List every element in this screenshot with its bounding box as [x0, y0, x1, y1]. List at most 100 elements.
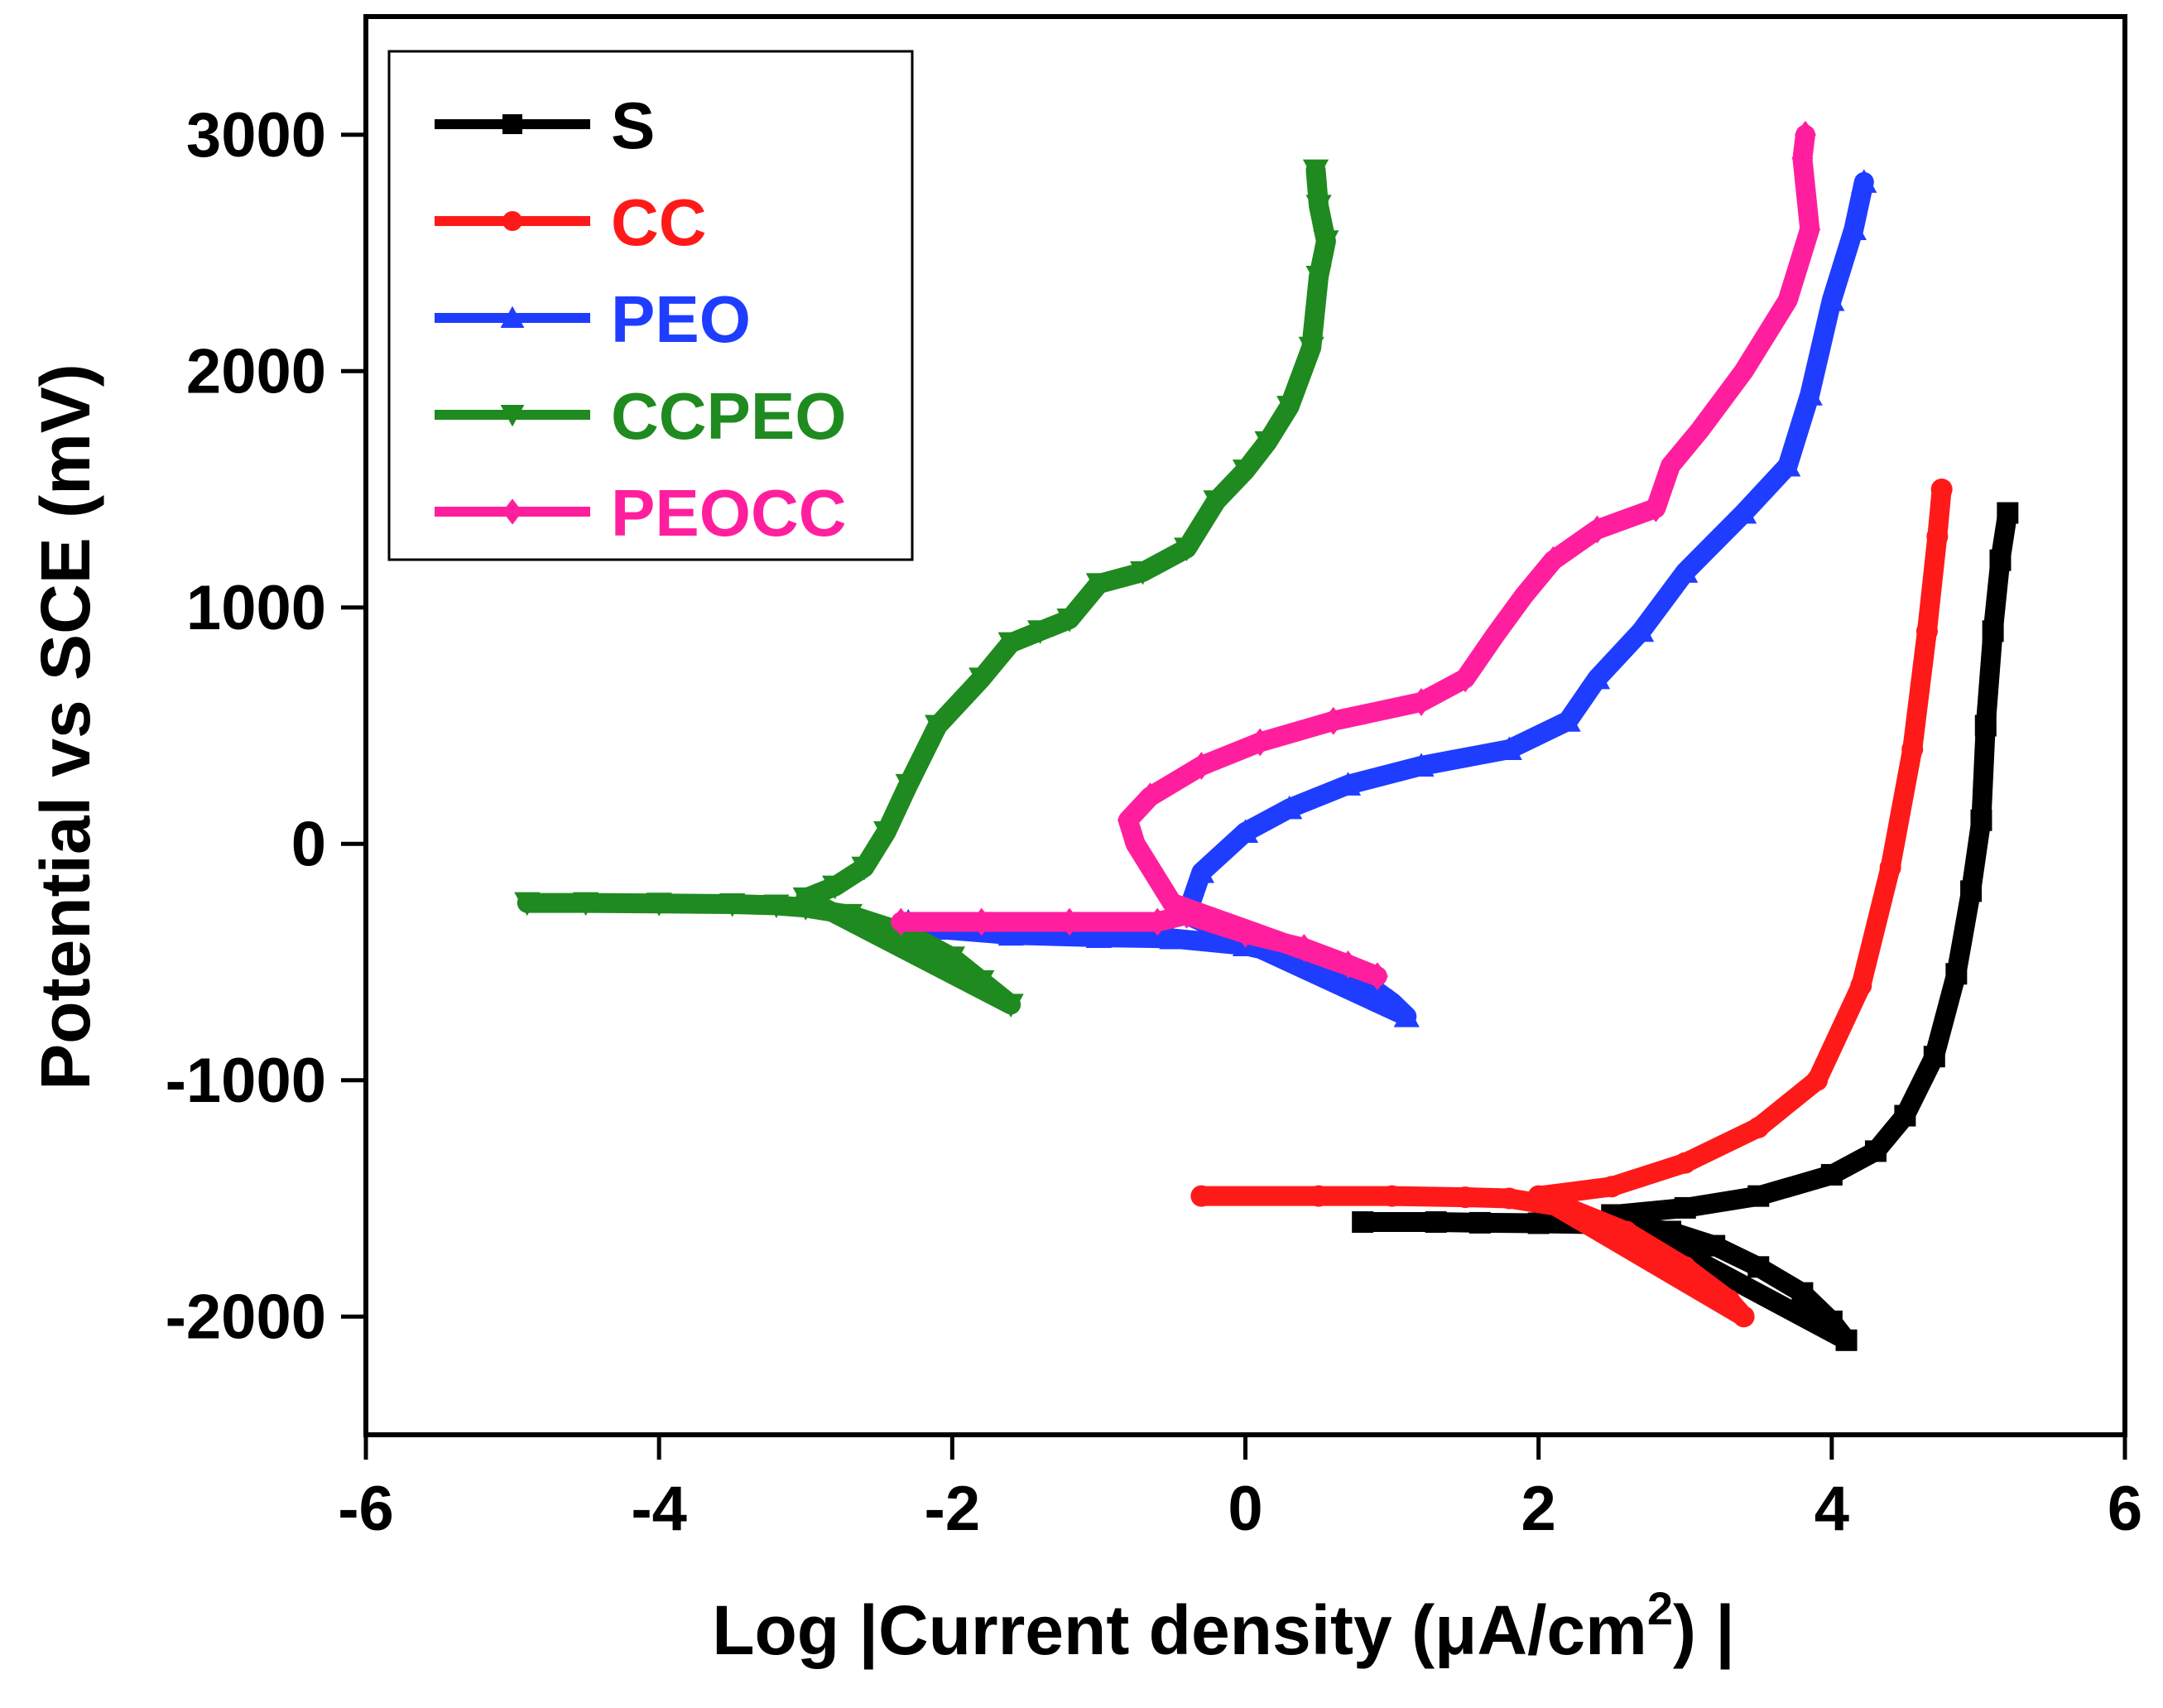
data-point-s — [1970, 809, 1992, 831]
data-point-peocc — [1337, 950, 1359, 979]
data-point-peo — [1775, 452, 1801, 477]
series-peocc — [890, 120, 1821, 991]
data-point-peo — [1393, 1003, 1420, 1027]
data-point-peo — [997, 921, 1024, 946]
legend-marker-peo — [500, 306, 525, 328]
data-point-ccpeo — [792, 887, 819, 912]
x-tick-label: 0 — [1228, 1474, 1262, 1544]
data-point-ccpeo — [873, 820, 900, 845]
data-point-s — [1425, 1211, 1447, 1234]
data-point-cc — [1498, 1187, 1521, 1210]
x-axis-title-end: ) | — [1673, 1591, 1735, 1670]
data-point-ccpeo — [1298, 336, 1324, 361]
data-point-peo — [1672, 559, 1699, 583]
data-point-s — [1835, 1329, 1858, 1351]
data-point-ccpeo — [895, 773, 921, 798]
data-point-ccpeo — [1056, 609, 1083, 633]
data-point-s — [1864, 1140, 1887, 1162]
legend-label-s: S — [611, 89, 655, 162]
data-point-peocc — [1512, 581, 1535, 610]
axis-ticks: -6 -4 -2 0 2 4 6 -2000 -1000 0 1000 2000 3000 — [166, 100, 2143, 1544]
data-point-peo — [1496, 736, 1522, 761]
data-point-cc — [1718, 1289, 1740, 1311]
data-point-ccpeo — [939, 946, 965, 970]
data-point-ccpeo — [851, 856, 877, 881]
data-point-cc — [1915, 620, 1938, 642]
data-point-peo — [1232, 819, 1259, 843]
legend-box — [387, 50, 914, 561]
data-point-peocc — [1249, 728, 1271, 757]
data-point-peo — [1188, 859, 1214, 883]
data-point-s — [1468, 1211, 1491, 1234]
data-point-cc — [1930, 479, 1953, 500]
x-tick-label: -4 — [631, 1474, 687, 1544]
data-point-peo — [1628, 618, 1655, 642]
series-line-peo — [898, 171, 1874, 1027]
data-point-ccpeo — [1026, 620, 1054, 644]
data-point-peocc — [1411, 688, 1432, 716]
data-point-s — [1894, 1104, 1916, 1127]
data-point-peocc — [1791, 144, 1814, 173]
data-point-ccpeo — [925, 714, 951, 739]
data-point-cc — [1674, 1152, 1696, 1174]
data-point-cc — [1381, 1185, 1403, 1207]
data-point-s — [1747, 1185, 1770, 1207]
data-point-peocc — [1586, 515, 1608, 544]
data-point-s — [1945, 963, 1968, 985]
data-point-peo — [1334, 772, 1362, 796]
data-point-peocc — [1454, 664, 1477, 693]
data-point-ccpeo — [1302, 159, 1329, 184]
legend-marker-peocc — [502, 498, 522, 525]
y-tick-label: -2000 — [166, 1282, 326, 1352]
data-point-ccpeo — [836, 903, 863, 928]
data-point-s — [1704, 1234, 1726, 1257]
data-point-s — [1660, 1220, 1682, 1243]
data-point-peocc — [970, 907, 993, 936]
x-axis-title-main: Log |Current density (μA/cm — [712, 1591, 1647, 1670]
data-point-peocc — [1366, 962, 1388, 991]
data-point-peocc — [1794, 120, 1816, 149]
data-point-ccpeo — [514, 892, 541, 917]
data-point-s — [1791, 1282, 1814, 1304]
data-point-peo — [1159, 925, 1185, 950]
series-peo — [895, 169, 1877, 1027]
data-point-cc — [1557, 1196, 1579, 1219]
legend-label-peo: PEO — [611, 282, 751, 356]
y-tick-label: 0 — [291, 809, 326, 879]
data-point-peocc — [1161, 888, 1183, 917]
data-point-cc — [1879, 856, 1901, 878]
data-point-ccpeo — [1129, 561, 1156, 585]
data-point-ccpeo — [1305, 266, 1332, 290]
data-point-cc — [1527, 1185, 1550, 1207]
data-point-ccpeo — [1254, 431, 1281, 455]
data-point-ccpeo — [719, 893, 746, 917]
data-point-cc — [1901, 739, 1924, 761]
data-point-ccpeo — [573, 892, 599, 917]
legend-label-peocc: PEOCC — [611, 476, 847, 550]
data-point-peocc — [1799, 215, 1821, 243]
data-point-peocc — [1139, 782, 1161, 811]
data-point-s — [1997, 502, 2019, 524]
legend-label-ccpeo: CCPEO — [611, 379, 847, 453]
data-point-cc — [1190, 1185, 1213, 1207]
data-point-peocc — [1234, 919, 1257, 948]
data-series — [514, 120, 2019, 1351]
data-point-ccpeo — [1276, 396, 1303, 420]
data-point-cc — [1454, 1186, 1477, 1209]
data-point-cc — [1601, 1176, 1623, 1198]
data-point-s — [1747, 1256, 1770, 1278]
legend-marker-ccpeo — [500, 405, 525, 427]
legend-item-s: S — [435, 89, 655, 162]
x-tick-label: 2 — [1521, 1474, 1556, 1544]
data-point-peo — [1584, 665, 1611, 690]
data-point-cc — [1308, 1185, 1330, 1207]
data-point-peo — [1085, 924, 1113, 949]
data-point-peocc — [1117, 806, 1139, 835]
data-point-s — [1989, 549, 2012, 571]
y-axis-title: Potential vs SCE (mV) — [26, 363, 104, 1090]
series-ccpeo — [514, 159, 1339, 1018]
data-point-peocc — [1776, 286, 1799, 315]
x-axis-title: Log |Current density (μA/cm2) | — [712, 1582, 1735, 1670]
legend-item-cc: CC — [435, 185, 707, 259]
